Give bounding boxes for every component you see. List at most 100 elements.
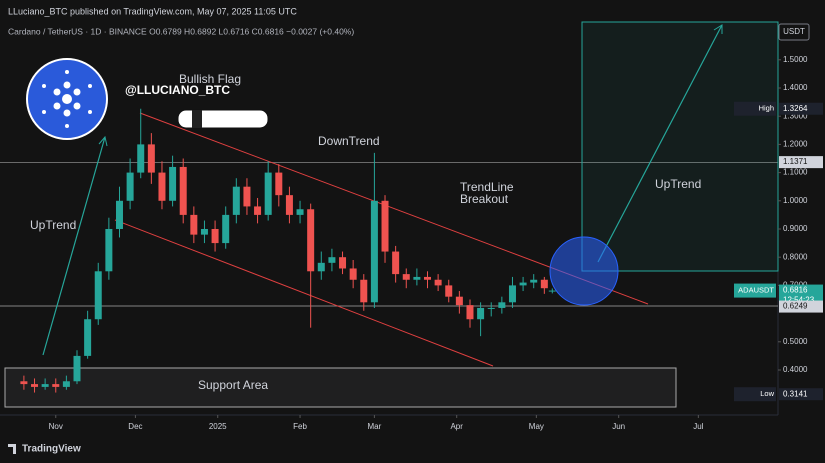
candle-body <box>317 262 325 272</box>
x-tick-label: Jun <box>612 422 625 431</box>
candle-body <box>31 384 39 387</box>
channel-bottom <box>114 219 494 367</box>
countdown: 12:54:23 <box>783 296 815 305</box>
annotation: UpTrend <box>30 218 76 232</box>
support-box <box>4 367 677 408</box>
price-label: 0.6249 <box>783 302 808 311</box>
candle-body <box>402 274 410 280</box>
candle-body <box>232 186 240 215</box>
candle-body <box>349 268 357 280</box>
candle-body <box>530 279 538 283</box>
candle-body <box>62 381 70 387</box>
y-tick-label: 1.5000 <box>783 55 808 64</box>
candle-body <box>20 381 28 385</box>
price-tag: Low <box>760 389 774 398</box>
candle-body <box>94 271 102 320</box>
candle-body <box>508 285 516 303</box>
candle-body <box>73 355 81 382</box>
x-tick-label: Feb <box>293 422 307 431</box>
candle-body <box>126 172 134 201</box>
candle-body <box>413 276 421 280</box>
candle-body <box>487 307 495 309</box>
currency: USDT <box>783 27 805 36</box>
annotation: Breakout <box>460 192 509 206</box>
price-tag-box <box>734 101 776 116</box>
x-tick-label: May <box>529 422 544 431</box>
annotation: Support Area <box>198 378 268 392</box>
price-tag-box <box>734 387 776 402</box>
candle-body <box>519 282 527 286</box>
price-label-box <box>779 300 823 313</box>
candle-body <box>243 186 251 207</box>
candle-body <box>200 228 208 235</box>
candle-body <box>392 251 400 275</box>
candle-body <box>434 279 442 286</box>
candle-body <box>328 257 336 263</box>
candle-body <box>264 172 272 215</box>
flag-icon <box>177 109 269 129</box>
candle-body <box>307 209 315 272</box>
x-tick-label: Nov <box>49 422 63 431</box>
annotation: Bullish Flag <box>179 72 241 86</box>
price-tag-box <box>734 283 776 298</box>
candle-body <box>84 319 92 356</box>
price-label: 1.3264 <box>783 104 808 113</box>
candle-body <box>445 285 453 297</box>
candle-body <box>466 305 474 320</box>
x-tick-label: 2025 <box>209 422 227 431</box>
annotation: TrendLine <box>460 180 514 194</box>
annotation: @LLUCIANO_BTC <box>125 83 230 97</box>
y-tick-label: 1.2000 <box>783 139 808 148</box>
candle-body <box>455 296 463 306</box>
uptrend-arrow <box>597 24 723 263</box>
candle-body <box>360 279 368 303</box>
uptrend-box <box>581 21 779 272</box>
candle-body <box>169 166 177 201</box>
currency-box <box>778 23 810 41</box>
breakout-circle <box>549 236 619 306</box>
candle-body <box>105 228 113 272</box>
y-tick-label: 0.4000 <box>783 365 808 374</box>
annotation: DownTrend <box>318 134 380 148</box>
legend: Cardano / TetherUS · 1D · BINANCE O0.678… <box>8 26 354 36</box>
candle-body <box>498 302 506 308</box>
candle-body <box>254 206 262 215</box>
price-label-box <box>779 156 823 169</box>
uptrend-arrow <box>42 136 106 356</box>
candle-body <box>424 276 432 280</box>
logo-dots <box>42 70 92 128</box>
candle-body <box>370 200 378 303</box>
candle-body <box>52 384 60 387</box>
header: LLuciano_BTC published on TradingView.co… <box>8 6 297 16</box>
price-label-box <box>779 102 823 115</box>
candle-body <box>477 307 485 320</box>
price-label: 0.6816 <box>783 286 808 295</box>
price-tag: ADAUSDT <box>738 286 774 295</box>
y-tick-label: 0.5000 <box>783 337 808 346</box>
y-tick-label: 0.9000 <box>783 224 808 233</box>
price-label: 0.3141 <box>783 389 808 398</box>
annotation: UpTrend <box>655 177 701 191</box>
y-tick-label: 1.1000 <box>783 168 808 177</box>
candle-body <box>275 172 283 196</box>
footer: TradingView <box>22 444 81 455</box>
candle-body <box>190 214 198 235</box>
price-label-box <box>779 388 823 401</box>
candle-body <box>339 257 347 269</box>
price-label: 1.1371 <box>783 157 808 166</box>
arrow-head <box>713 24 723 34</box>
x-tick-label: Mar <box>368 422 382 431</box>
price-tag: High <box>759 104 774 113</box>
candle-body <box>158 172 166 201</box>
x-tick-label: Jul <box>693 422 703 431</box>
arrow-head <box>98 135 108 147</box>
candle-body <box>285 195 293 215</box>
candle-body <box>540 279 548 289</box>
candle-body <box>296 209 304 215</box>
footer-logo <box>8 444 16 454</box>
candle-body <box>41 384 49 387</box>
candle-body <box>548 290 556 292</box>
candle-body <box>381 200 389 252</box>
x-tick-label: Dec <box>128 422 142 431</box>
